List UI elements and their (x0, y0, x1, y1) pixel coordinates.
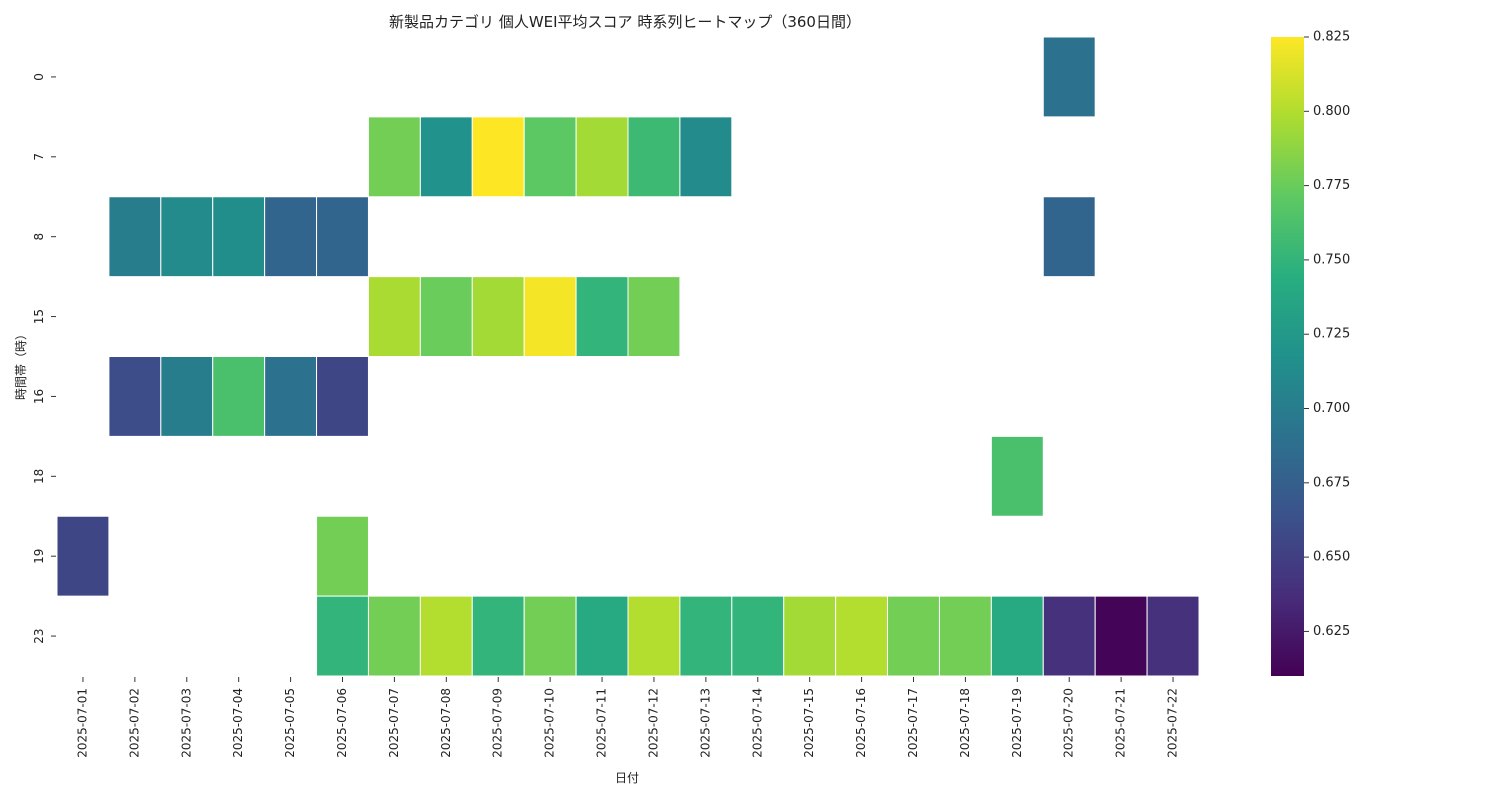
heatmap-cell (627, 595, 681, 677)
heatmap-cell (160, 196, 214, 278)
x-tick-label: 2025-07-03 (179, 688, 193, 758)
y-axis-label: 時間帯（時） (14, 328, 28, 400)
y-tick-label: 19 (32, 549, 46, 564)
heatmap-cell (471, 595, 525, 677)
colorbar-tick-label: 0.700 (1313, 401, 1350, 416)
heatmap-cell (264, 356, 318, 437)
x-tick-label: 2025-07-12 (646, 688, 660, 758)
heatmap-cell (1146, 595, 1200, 677)
x-tick-label: 2025-07-11 (595, 688, 609, 758)
colorbar-tick-label: 0.825 (1313, 30, 1350, 45)
heatmap-cell (783, 595, 837, 677)
heatmap-cell (316, 515, 369, 597)
heatmap-cell (731, 595, 785, 677)
heatmap-cells (56, 36, 1200, 677)
heatmap-cell (990, 595, 1044, 677)
heatmap-cell (316, 196, 369, 278)
heatmap-cell (1042, 36, 1096, 118)
x-tick-label: 2025-07-06 (335, 688, 349, 758)
x-tick-label: 2025-07-07 (387, 688, 401, 758)
x-tick-label: 2025-07-16 (854, 688, 868, 758)
heatmap-cell (523, 595, 577, 677)
x-tick-label: 2025-07-22 (1166, 688, 1180, 758)
heatmap-cell (471, 116, 525, 198)
heatmap-cell (471, 276, 525, 357)
heatmap-cell (679, 595, 733, 677)
heatmap-cell (419, 595, 473, 677)
colorbar-tick-label: 0.650 (1313, 550, 1350, 565)
heatmap-cell (316, 595, 369, 677)
heatmap-cell (887, 595, 940, 677)
colorbar-tick-label: 0.800 (1313, 104, 1350, 119)
y-axis: 0 7 8 15 16 18 19 23 (32, 73, 56, 644)
x-tick-label: 2025-07-15 (802, 688, 816, 758)
heatmap-cell (575, 595, 629, 677)
heatmap-cell (367, 276, 421, 357)
chart-title: 新製品カテゴリ 個人WEI平均スコア 時系列ヒートマップ（360日間） (389, 13, 861, 31)
x-tick-label: 2025-07-13 (698, 688, 712, 758)
x-axis: 2025-07-01 2025-07-02 2025-07-03 2025-07-04… (75, 677, 1180, 758)
y-tick-label: 16 (32, 389, 46, 404)
heatmap-cell (575, 116, 629, 198)
heatmap-cell (367, 116, 421, 198)
x-tick-label: 2025-07-21 (1114, 688, 1128, 758)
heatmap-cell (108, 196, 162, 278)
y-tick-label: 18 (32, 469, 46, 484)
colorbar-tick-label: 0.775 (1313, 178, 1350, 193)
x-tick-label: 2025-07-17 (906, 688, 920, 758)
x-tick-label: 2025-07-14 (750, 688, 764, 758)
heatmap-cell (108, 356, 162, 437)
heatmap-cell (56, 515, 110, 597)
x-tick-label: 2025-07-08 (439, 688, 453, 758)
x-tick-label: 2025-07-04 (231, 688, 245, 758)
colorbar-tick-label: 0.750 (1313, 252, 1350, 267)
colorbar-tick-label: 0.675 (1313, 475, 1350, 490)
y-tick-label: 7 (32, 153, 46, 161)
heatmap-cell (523, 116, 577, 198)
heatmap-cell (627, 116, 681, 198)
heatmap-cell (419, 276, 473, 357)
colorbar-tick-label: 0.725 (1313, 327, 1350, 342)
x-tick-label: 2025-07-09 (491, 688, 505, 758)
heatmap-cell (835, 595, 889, 677)
x-tick-label: 2025-07-05 (283, 688, 297, 758)
y-tick-label: 15 (32, 309, 46, 324)
colorbar-tick-label: 0.625 (1313, 624, 1350, 639)
heatmap-cell (212, 356, 266, 437)
heatmap-cell (1042, 196, 1096, 278)
colorbar (1271, 37, 1304, 676)
heatmap-cell (316, 356, 369, 437)
x-tick-label: 2025-07-19 (1010, 688, 1024, 758)
heatmap-cell (160, 356, 214, 437)
colorbar-ticks: 0.625 0.650 0.675 0.700 0.725 0.750 0.775 0.800… (1304, 30, 1350, 639)
heatmap-cell (575, 276, 629, 357)
x-tick-label: 2025-07-01 (75, 688, 89, 758)
heatmap-cell (367, 595, 421, 677)
heatmap-cell (523, 276, 577, 357)
y-tick-label: 23 (32, 628, 46, 643)
x-tick-label: 2025-07-10 (543, 688, 557, 758)
x-tick-label: 2025-07-18 (958, 688, 972, 758)
heatmap-cell (990, 435, 1044, 517)
x-tick-label: 2025-07-02 (127, 688, 141, 758)
heatmap-cell (627, 276, 681, 357)
heatmap-cell (1042, 595, 1096, 677)
x-axis-label: 日付 (615, 771, 639, 785)
heatmap-cell (679, 116, 733, 198)
x-tick-label: 2025-07-20 (1062, 688, 1076, 758)
y-tick-label: 8 (32, 233, 46, 241)
heatmap-cell (1094, 595, 1148, 677)
heatmap-cell (419, 116, 473, 198)
y-tick-label: 0 (32, 73, 46, 81)
heatmap-cell (264, 196, 318, 278)
heatmap-cell (938, 595, 992, 677)
heatmap-cell (212, 196, 266, 278)
